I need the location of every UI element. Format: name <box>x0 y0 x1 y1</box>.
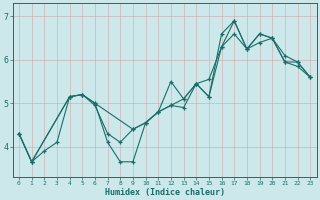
X-axis label: Humidex (Indice chaleur): Humidex (Indice chaleur) <box>105 188 225 197</box>
